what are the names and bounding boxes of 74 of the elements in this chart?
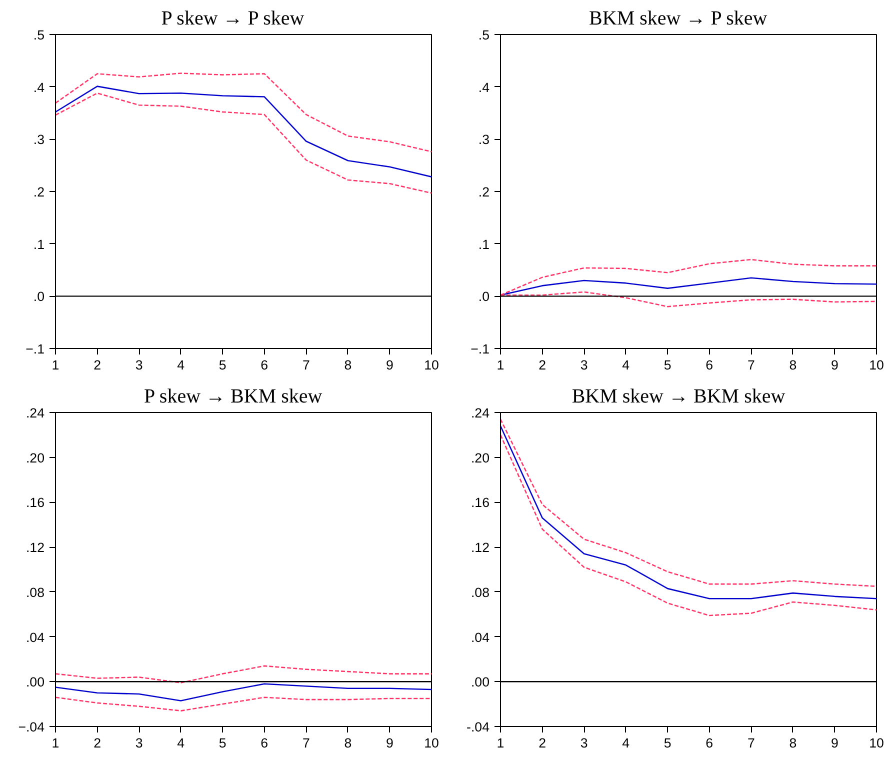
x-tick-label: 3	[135, 736, 143, 750]
x-tick-label: 6	[260, 358, 268, 372]
x-tick-label: 10	[869, 736, 884, 750]
y-tick-label: .04	[470, 630, 490, 645]
x-tick-label: 9	[831, 736, 838, 750]
y-tick-label: .00	[26, 674, 45, 690]
x-tick-label: 7	[747, 736, 755, 750]
y-tick-label: −.1	[470, 342, 490, 356]
y-tick-label: .4	[33, 80, 46, 95]
y-tick-label: .5	[478, 28, 490, 42]
y-tick-label: .0	[478, 289, 490, 304]
y-tick-label: .2	[478, 184, 490, 200]
x-tick-label: 2	[94, 736, 101, 750]
chart-title: P skew → BKM skew	[144, 386, 323, 408]
x-tick-label: 7	[302, 736, 310, 750]
x-tick-label: 3	[580, 358, 588, 372]
y-tick-label: .3	[33, 132, 45, 148]
y-tick-label: .0	[33, 289, 45, 304]
y-tick-label: .12	[470, 540, 490, 556]
x-tick-label: 9	[831, 358, 838, 372]
y-tick-label: .1	[33, 236, 45, 252]
x-tick-label: 4	[622, 736, 630, 750]
x-tick-label: 7	[302, 358, 310, 372]
y-tick-label: .00	[470, 674, 490, 690]
x-tick-label: 8	[344, 358, 352, 372]
x-tick-label: 1	[52, 736, 60, 750]
y-tick-label: .08	[26, 584, 45, 600]
y-tick-label: .5	[33, 28, 45, 42]
y-tick-label: -.04	[466, 720, 490, 734]
y-tick-label: .3	[478, 132, 490, 148]
y-tick-label: −.1	[26, 342, 45, 356]
x-tick-label: 9	[386, 358, 394, 372]
y-tick-label: .20	[470, 450, 490, 466]
y-tick-label: .16	[26, 495, 45, 510]
x-tick-label: 3	[580, 736, 588, 750]
x-tick-label: 8	[789, 358, 797, 372]
x-tick-label: 10	[424, 358, 439, 372]
x-tick-label: 1	[496, 358, 504, 372]
x-tick-label: 4	[177, 736, 186, 750]
chart-title: P skew → P skew	[161, 8, 305, 30]
y-tick-label: .2	[33, 184, 45, 200]
chart-title: BKM skew → BKM skew	[572, 386, 786, 408]
y-tick-label: .1	[478, 236, 490, 252]
x-tick-label: 2	[538, 736, 546, 750]
y-tick-label: .08	[470, 584, 490, 600]
x-tick-label: 3	[135, 358, 143, 372]
x-tick-label: 6	[260, 736, 268, 750]
x-tick-label: 2	[538, 358, 546, 372]
y-tick-label: .4	[478, 80, 490, 95]
x-tick-label: 1	[496, 736, 504, 750]
y-tick-label: .20	[26, 450, 45, 466]
x-tick-label: 6	[706, 358, 714, 372]
x-tick-label: 8	[789, 736, 797, 750]
x-tick-label: 5	[664, 358, 672, 372]
y-tick-label: .24	[26, 406, 46, 420]
y-tick-label: −.04	[18, 720, 46, 734]
x-tick-label: 6	[706, 736, 714, 750]
x-tick-label: 5	[218, 358, 226, 372]
x-tick-label: 4	[177, 358, 186, 372]
x-tick-label: 10	[424, 736, 439, 750]
x-tick-label: 2	[94, 358, 101, 372]
x-tick-label: 5	[664, 736, 672, 750]
y-tick-label: .24	[470, 406, 490, 420]
y-tick-label: .16	[470, 495, 490, 510]
x-tick-label: 8	[344, 736, 352, 750]
x-tick-label: 5	[218, 736, 226, 750]
y-tick-label: .12	[26, 540, 45, 556]
x-tick-label: 9	[386, 736, 394, 750]
y-tick-label: .04	[26, 630, 46, 645]
x-tick-label: 10	[869, 358, 884, 372]
x-tick-label: 7	[747, 358, 755, 372]
x-tick-label: 1	[52, 358, 60, 372]
chart-title: BKM skew → P skew	[589, 8, 768, 30]
x-tick-label: 4	[622, 358, 630, 372]
